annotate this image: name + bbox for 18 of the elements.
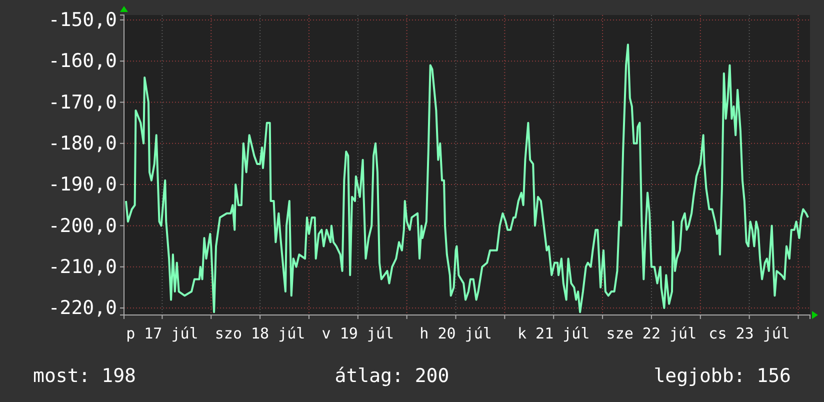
y-tick-label: -210,0 (48, 256, 117, 278)
x-tick-label: k 21 júl (517, 324, 590, 342)
x-tick-label: h 20 júl (420, 324, 492, 342)
x-tick-label: cs 23 júl (708, 324, 790, 342)
x-tick-label: szo 18 júl (214, 324, 306, 342)
y-tick-label: -170,0 (48, 91, 117, 114)
x-tick-label: v 19 júl (322, 324, 394, 342)
text: legjobb: 156 (654, 365, 791, 387)
text: átlag: 200 (334, 365, 450, 387)
text: most: 198 (33, 365, 136, 387)
y-tick-label: -180,0 (48, 132, 117, 154)
y-tick-label: -220,0 (48, 297, 117, 320)
y-tick-label: -200,0 (48, 214, 117, 237)
x-tick-label: sze 22 júl (606, 324, 697, 342)
y-tick-label: -190,0 (48, 174, 117, 196)
x-tick-label: p 17 júl (126, 324, 198, 342)
y-tick-label: -150,0 (48, 9, 117, 32)
y-tick-label: -160,0 (48, 50, 117, 72)
